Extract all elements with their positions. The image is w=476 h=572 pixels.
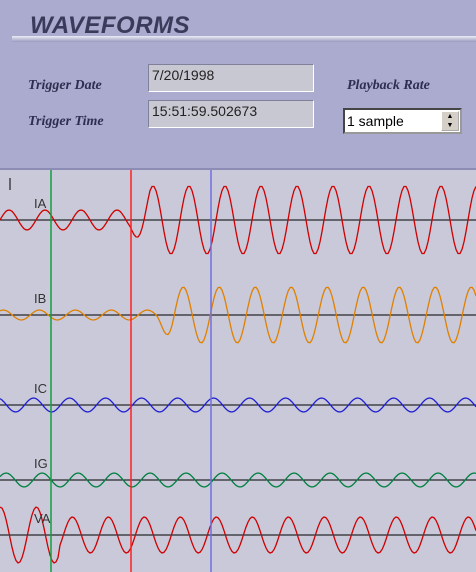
title-bar	[12, 36, 476, 42]
spinner-buttons[interactable]: ▲ ▼	[441, 111, 459, 131]
waveforms-panel: WAVEFORMS Trigger Date 7/20/1998 Trigger…	[0, 0, 476, 170]
panel-title: WAVEFORMS	[30, 12, 191, 39]
playback-rate-spinner[interactable]: 1 sample ▲ ▼	[343, 108, 462, 134]
channel-label: IC	[34, 381, 47, 396]
channel-label: VA	[34, 511, 51, 526]
playback-rate-label: Playback Rate	[347, 78, 430, 93]
trigger-time-label: Trigger Time	[28, 114, 104, 129]
trigger-date-label: Trigger Date	[28, 78, 102, 93]
waveform	[0, 286, 476, 344]
waveform	[0, 506, 476, 564]
waveform	[0, 185, 476, 255]
channel-label: IB	[34, 291, 46, 306]
waveform	[0, 472, 476, 488]
spinner-value: 1 sample	[347, 113, 404, 129]
channel-label: IA	[34, 196, 47, 211]
waveform	[0, 397, 476, 413]
waveform-plot: IA IB IC IG VA	[0, 170, 476, 572]
trigger-time-field: 15:51:59.502673	[148, 100, 314, 128]
channel-label: IG	[34, 456, 48, 471]
trigger-date-field: 7/20/1998	[148, 64, 314, 92]
